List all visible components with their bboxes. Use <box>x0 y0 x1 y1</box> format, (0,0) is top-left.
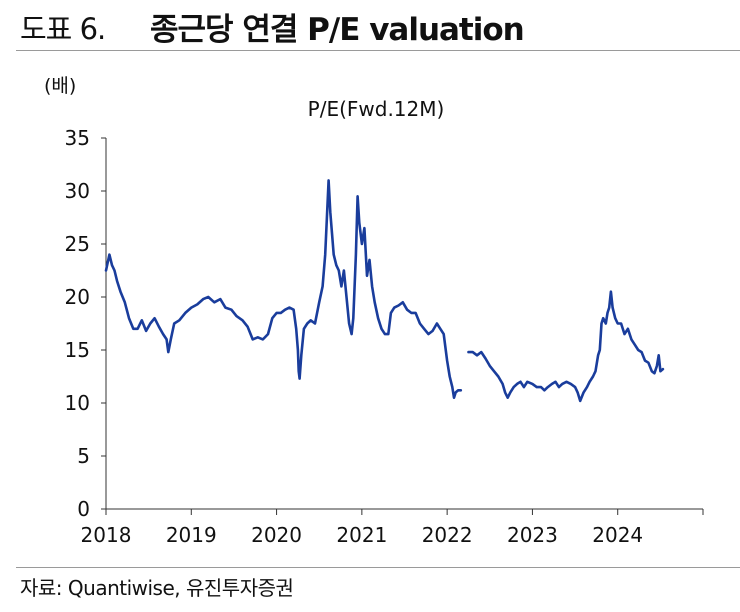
chart-title: P/E(Fwd.12M) <box>308 97 445 121</box>
y-tick-label: 15 <box>65 338 90 362</box>
y-tick-label: 30 <box>65 179 90 203</box>
y-tick-label: 10 <box>65 391 90 415</box>
x-tick-label: 2024 <box>592 523 643 547</box>
figure-label: 도표 6. <box>20 12 106 46</box>
x-tick-label: 2020 <box>251 523 302 547</box>
x-tick-label: 2023 <box>507 523 558 547</box>
y-tick-label: 5 <box>77 444 90 468</box>
axes <box>105 138 703 510</box>
x-tick-label: 2019 <box>166 523 217 547</box>
y-tick-label: 20 <box>65 285 90 309</box>
y-unit-label: (배) <box>44 75 76 97</box>
bottom-divider <box>16 567 740 568</box>
x-tick-label: 2018 <box>81 523 132 547</box>
top-divider <box>16 50 740 51</box>
source-note: 자료: Quantiwise, 유진투자증권 <box>20 576 294 600</box>
y-axis-ticks: 0 5 10 15 20 25 30 35 <box>65 126 106 521</box>
figure-header: 도표 6. 종근당 연결 P/E valuation <box>0 0 740 54</box>
y-tick-label: 0 <box>77 497 90 521</box>
x-tick-label: 2022 <box>422 523 473 547</box>
series-line-segment <box>467 290 665 403</box>
x-axis-ticks: 2018 2019 2020 2021 2022 2023 2024 <box>81 509 704 547</box>
series-lines <box>104 179 665 403</box>
y-tick-label: 25 <box>65 232 90 256</box>
y-tick-label: 35 <box>65 126 90 150</box>
x-tick-label: 2021 <box>336 523 387 547</box>
figure-title: 종근당 연결 P/E valuation <box>150 12 525 48</box>
pe-line-chart: (배) P/E(Fwd.12M) 0 5 10 15 20 25 30 35 2018 2019… <box>44 75 704 547</box>
series-line-segment <box>104 179 463 399</box>
